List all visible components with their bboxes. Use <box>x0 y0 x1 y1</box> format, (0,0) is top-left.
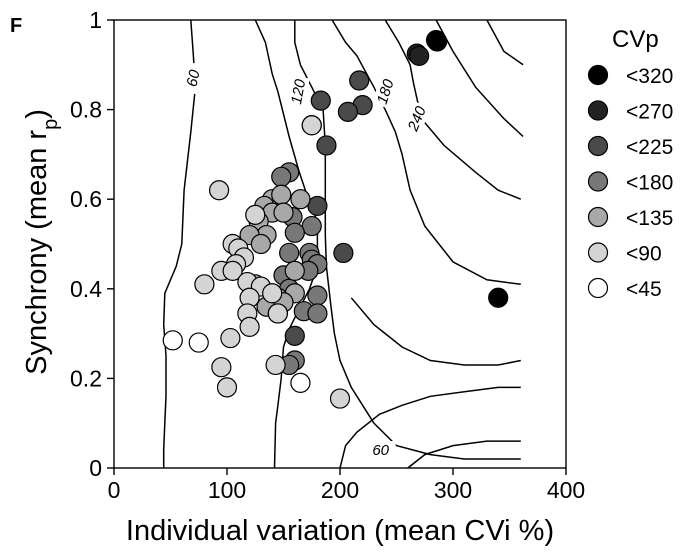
data-point <box>239 316 260 337</box>
data-point <box>194 274 215 295</box>
y-tick-label: 1 <box>89 7 102 33</box>
data-point <box>427 31 448 52</box>
data-point <box>284 222 305 243</box>
data-point <box>279 242 300 264</box>
data-point <box>250 233 271 255</box>
data-point <box>211 357 232 378</box>
legend-label: <135 <box>626 207 673 230</box>
legend-title: CVp <box>612 26 659 53</box>
data-point <box>333 242 354 264</box>
data-point <box>409 45 430 66</box>
contour-line <box>435 19 524 138</box>
legend-marker <box>587 100 609 121</box>
data-point <box>216 377 238 398</box>
data-point <box>290 372 311 393</box>
y-axis-title-main: Synchrony (mean r <box>21 130 53 375</box>
legend-label: <225 <box>626 136 673 159</box>
data-point <box>162 330 183 351</box>
data-point <box>220 327 241 349</box>
x-tick-label: 300 <box>434 477 472 503</box>
data-point <box>271 184 292 205</box>
x-tick-label: 200 <box>321 477 359 503</box>
data-point <box>273 202 294 223</box>
data-point <box>307 285 328 306</box>
legend-layer: <320 <270 <225 <180 <135 <90 <45 <box>587 64 673 301</box>
contour-line <box>294 20 521 460</box>
x-tick-label: 0 <box>108 477 121 503</box>
legend-marker <box>587 206 609 228</box>
legend-marker <box>587 135 609 157</box>
y-tick-label: 0.8 <box>70 97 102 123</box>
legend-marker <box>587 277 609 299</box>
contour-label-bg <box>286 75 310 109</box>
x-tick-label: 100 <box>208 477 246 503</box>
data-point <box>262 283 283 304</box>
contour-line <box>162 19 197 468</box>
contour-label: 120 <box>288 77 309 105</box>
y-axis-title-subscript: p <box>40 119 62 130</box>
y-tick-label: 0.6 <box>70 186 102 212</box>
contour-line <box>407 440 521 469</box>
axis-layer: 0 100 200 300 400 0 0.2 0.4 0.6 0.8 1 <box>70 7 585 503</box>
contour-label-bg <box>181 61 206 95</box>
data-point <box>188 332 209 353</box>
data-point <box>316 135 337 156</box>
y-tick-label: 0 <box>89 455 102 481</box>
data-point <box>488 287 509 308</box>
legend-label: <270 <box>626 101 673 124</box>
contour-label: 60 <box>372 442 389 459</box>
data-point <box>337 101 359 122</box>
legend-marker <box>587 171 609 192</box>
legend-label: <45 <box>626 278 662 301</box>
point-layer <box>162 30 509 409</box>
contour-line <box>350 297 521 366</box>
data-point <box>271 166 292 187</box>
x-tick-label: 400 <box>547 477 585 503</box>
data-point <box>222 260 243 281</box>
data-point <box>329 388 351 409</box>
data-point <box>208 180 230 201</box>
data-point <box>310 90 331 111</box>
data-point <box>265 354 286 376</box>
data-point <box>245 204 266 225</box>
data-point <box>290 189 311 210</box>
contour-line <box>486 19 524 66</box>
y-axis-title-close: ) <box>21 109 53 119</box>
x-axis-title: Individual variation (mean CVi %) <box>126 515 554 547</box>
panel-letter: F <box>10 15 22 37</box>
data-point <box>349 70 370 91</box>
legend-label: <90 <box>626 243 662 266</box>
data-point <box>307 303 328 324</box>
legend-label: <320 <box>626 65 673 88</box>
data-point <box>301 115 322 136</box>
contour-label-bg <box>402 101 431 136</box>
contour-line <box>331 19 521 286</box>
y-tick-label: 0.2 <box>70 365 102 391</box>
legend-label: <180 <box>626 172 673 195</box>
data-point <box>307 195 328 217</box>
contour-line <box>339 386 521 469</box>
contour-label-bg <box>372 74 399 109</box>
data-point <box>284 260 305 281</box>
contour-label-bg <box>365 441 396 460</box>
legend-marker <box>587 64 609 86</box>
data-point <box>284 325 305 346</box>
contour-label: 60 <box>184 68 204 88</box>
y-tick-label: 0.4 <box>70 276 102 302</box>
legend-marker <box>587 242 609 263</box>
y-axis-title: Synchrony (mean rp) <box>21 109 62 375</box>
data-point <box>267 303 288 324</box>
data-point <box>301 215 322 237</box>
